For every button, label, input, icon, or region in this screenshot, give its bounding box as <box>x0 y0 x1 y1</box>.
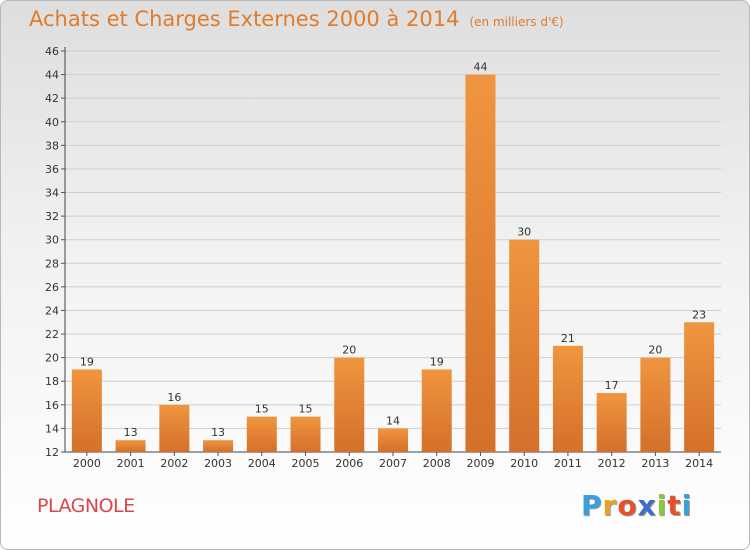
y-tick-label: 20 <box>45 352 59 365</box>
x-tick-label: 2014 <box>685 457 713 470</box>
y-tick-label: 18 <box>45 375 59 388</box>
x-tick-label: 2005 <box>292 457 320 470</box>
bar <box>465 74 496 453</box>
y-tick-label: 34 <box>45 187 59 200</box>
x-tick-label: 2000 <box>73 457 101 470</box>
data-label: 13 <box>211 426 225 439</box>
logo-letter: i <box>656 489 668 522</box>
logo-letter: t <box>667 489 682 522</box>
data-label: 20 <box>648 344 662 357</box>
bar <box>596 393 627 452</box>
data-label: 17 <box>605 379 619 392</box>
data-label: 44 <box>473 61 487 74</box>
logo-letter: r <box>602 489 618 522</box>
title-text: Achats et Charges Externes 2000 à 2014 <box>29 7 460 31</box>
x-tick-label: 2009 <box>466 457 494 470</box>
data-label: 30 <box>517 226 531 239</box>
logo-letter: i <box>681 489 693 522</box>
bar <box>290 416 321 452</box>
x-tick-label: 2004 <box>248 457 276 470</box>
data-label: 23 <box>692 308 706 321</box>
proxiti-logo: Proxiti <box>581 489 692 522</box>
y-tick-label: 40 <box>45 116 59 129</box>
y-tick-label: 14 <box>45 422 59 435</box>
y-tick-label: 32 <box>45 210 59 223</box>
bar <box>246 416 277 452</box>
bar <box>71 369 102 452</box>
y-tick-label: 42 <box>45 92 59 105</box>
x-tick-label: 2010 <box>510 457 538 470</box>
data-label: 16 <box>167 391 181 404</box>
bar <box>552 345 583 452</box>
y-tick-label: 28 <box>45 257 59 270</box>
y-tick-label: 46 <box>45 45 59 58</box>
x-tick-label: 2012 <box>598 457 626 470</box>
x-tick-label: 2003 <box>204 457 232 470</box>
chart-subtitle: (en milliers d'€) <box>469 15 564 29</box>
y-tick-label: 24 <box>45 304 59 317</box>
bar <box>640 357 671 452</box>
data-label: 19 <box>430 355 444 368</box>
data-label: 15 <box>255 403 269 416</box>
y-tick-label: 38 <box>45 139 59 152</box>
bar <box>421 369 452 452</box>
bar <box>115 440 146 452</box>
x-tick-label: 2007 <box>379 457 407 470</box>
bar <box>334 357 365 452</box>
data-label: 15 <box>299 403 313 416</box>
x-tick-label: 2006 <box>335 457 363 470</box>
bar <box>159 404 190 452</box>
data-label: 19 <box>80 355 94 368</box>
data-label: 21 <box>561 332 575 345</box>
x-tick-label: 2008 <box>423 457 451 470</box>
chart-title: Achats et Charges Externes 2000 à 2014 (e… <box>29 7 564 31</box>
commune-name: PLAGNOLE <box>37 495 135 517</box>
y-tick-label: 22 <box>45 328 59 341</box>
bar <box>509 239 540 452</box>
data-label: 13 <box>124 426 138 439</box>
x-tick-label: 2013 <box>641 457 669 470</box>
x-tick-label: 2002 <box>160 457 188 470</box>
x-tick-label: 2001 <box>117 457 145 470</box>
data-label: 14 <box>386 414 400 427</box>
bar <box>378 428 408 452</box>
bar <box>203 440 234 452</box>
logo-letter: P <box>581 489 603 522</box>
logo-letter: x <box>637 489 657 522</box>
y-tick-label: 36 <box>45 163 59 176</box>
y-tick-label: 30 <box>45 234 59 247</box>
y-tick-label: 26 <box>45 281 59 294</box>
y-tick-label: 16 <box>45 399 59 412</box>
bar <box>684 322 715 452</box>
y-tick-label: 44 <box>45 69 59 82</box>
logo-letter: o <box>617 489 638 522</box>
y-tick-label: 12 <box>45 446 59 459</box>
x-tick-label: 2011 <box>554 457 582 470</box>
data-label: 20 <box>342 344 356 357</box>
